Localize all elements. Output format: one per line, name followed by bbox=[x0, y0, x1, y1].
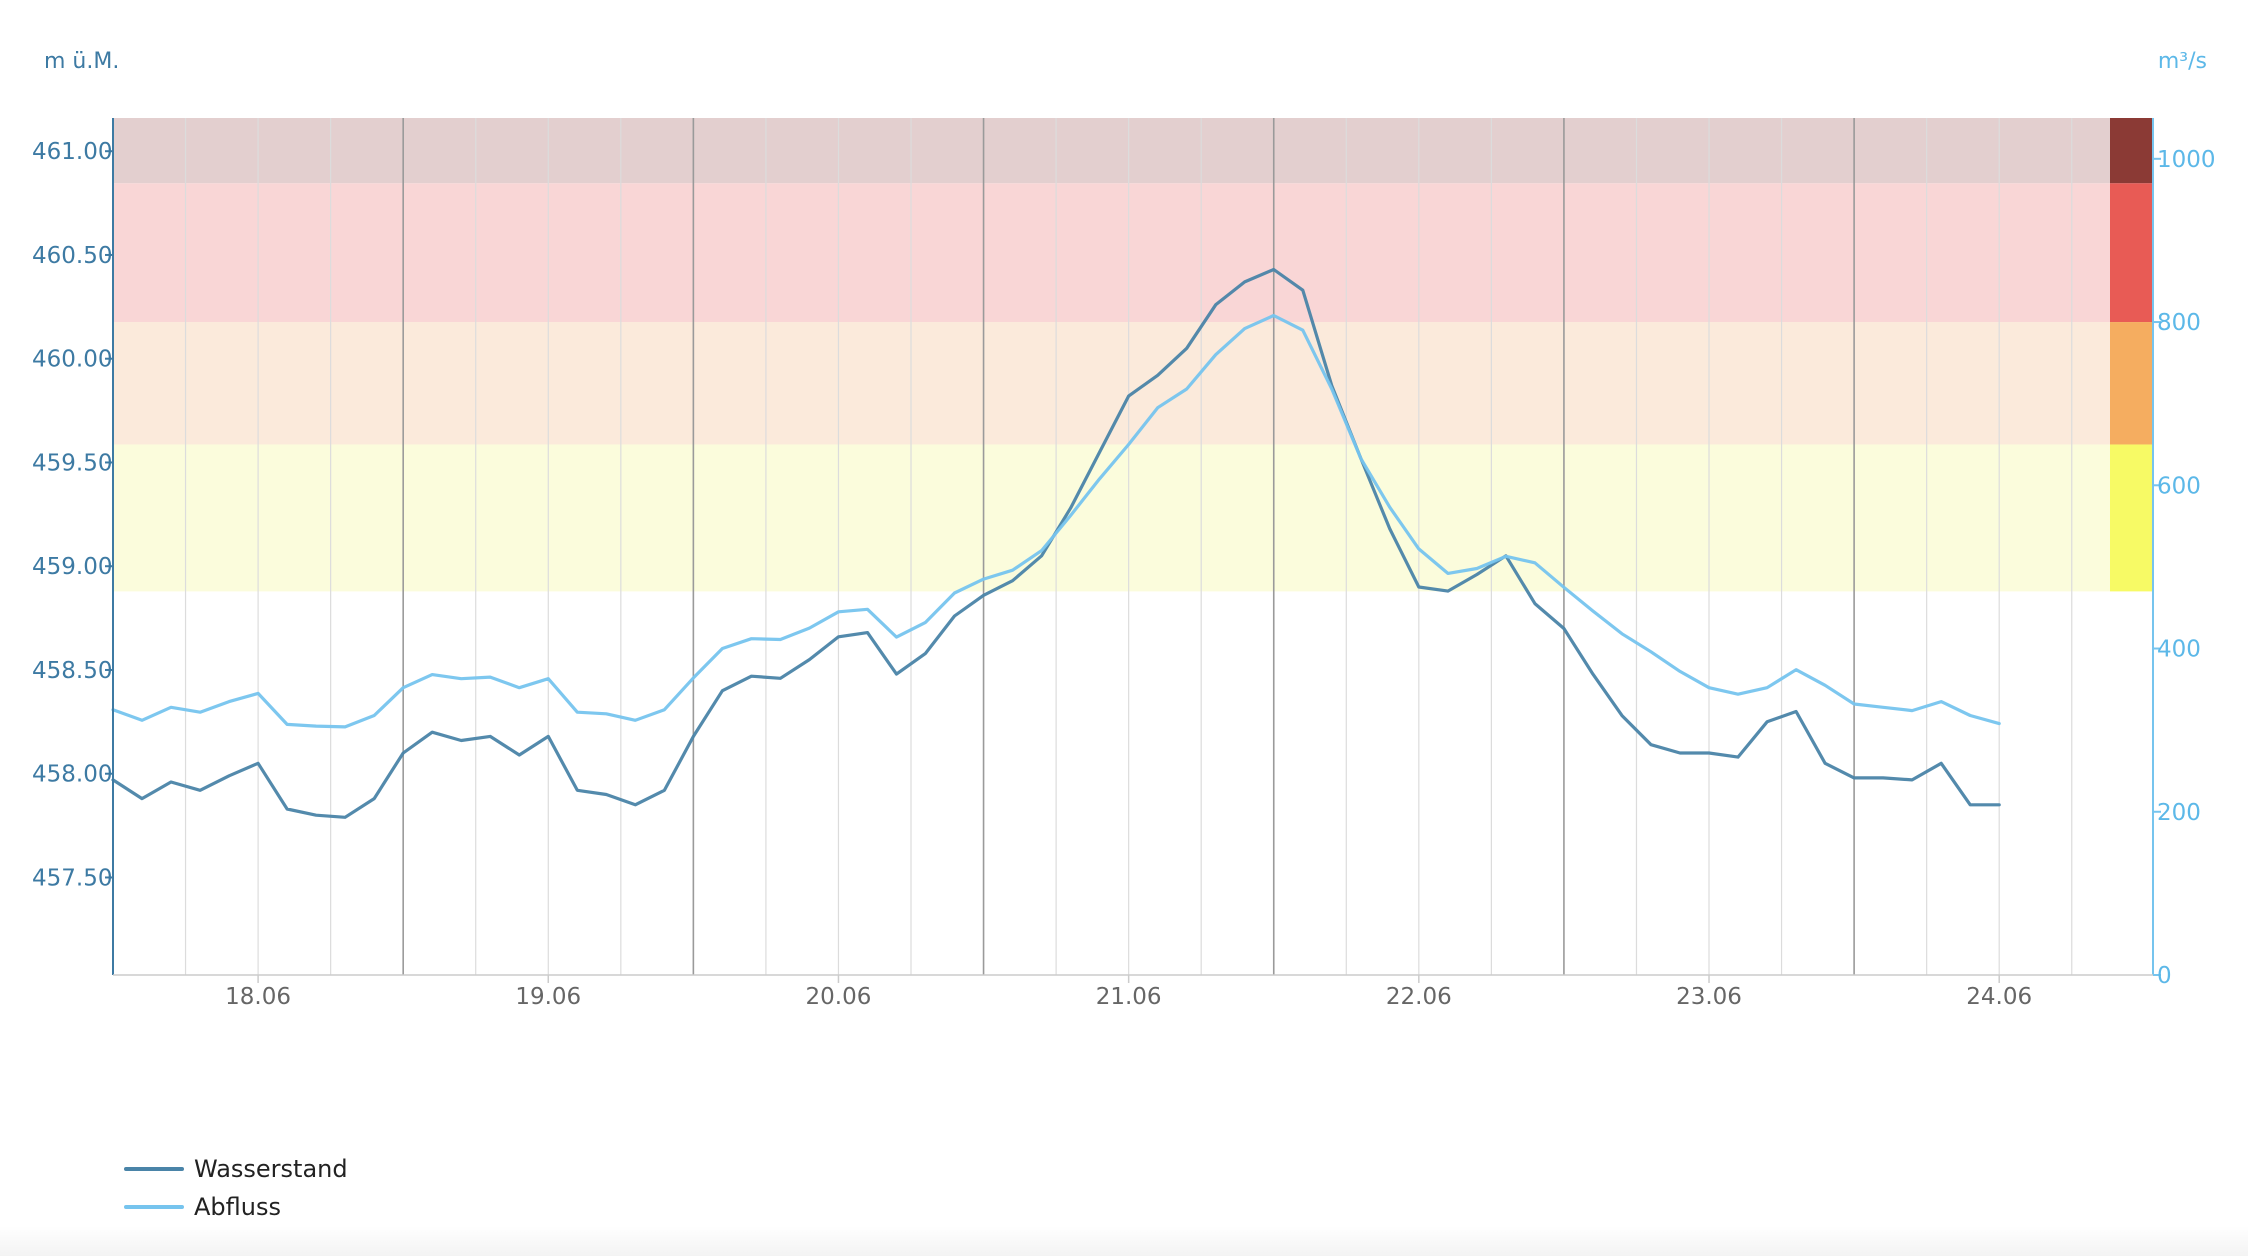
right-tick-label-2: 600 bbox=[2157, 473, 2201, 499]
danger-band-1 bbox=[113, 183, 2110, 323]
left-tick-label-6: 458.00 bbox=[32, 762, 112, 788]
left-tick-label-0: 461.00 bbox=[32, 139, 112, 165]
grid-lines bbox=[184, 118, 2073, 975]
left-tick-label-1: 460.50 bbox=[32, 243, 112, 269]
danger-marker-1 bbox=[2110, 183, 2153, 323]
footer-strip bbox=[0, 1226, 2248, 1256]
danger-band-3 bbox=[113, 444, 2110, 592]
legend-item-wasserstand[interactable]: Wasserstand bbox=[124, 1150, 348, 1188]
left-tick-label-7: 457.50 bbox=[32, 865, 112, 891]
danger-marker-0 bbox=[2110, 118, 2153, 184]
legend-swatch-abfluss bbox=[124, 1205, 184, 1209]
x-tick-label-4: 22.06 bbox=[1386, 984, 1452, 1010]
legend: Wasserstand Abfluss bbox=[124, 1150, 348, 1226]
x-tick-label-5: 23.06 bbox=[1676, 984, 1742, 1010]
right-tick-label-0: 1000 bbox=[2157, 147, 2216, 173]
legend-label-wasserstand: Wasserstand bbox=[194, 1155, 348, 1183]
legend-label-abfluss: Abfluss bbox=[194, 1193, 281, 1221]
x-tick-label-3: 21.06 bbox=[1096, 984, 1162, 1010]
x-tick-label-0: 18.06 bbox=[225, 984, 291, 1010]
legend-item-abfluss[interactable]: Abfluss bbox=[124, 1188, 348, 1226]
right-axis-unit: m³/s bbox=[2158, 49, 2207, 74]
danger-bands bbox=[113, 118, 2153, 592]
x-tick-label-1: 19.06 bbox=[515, 984, 581, 1010]
danger-marker-2 bbox=[2110, 322, 2153, 445]
danger-marker-3 bbox=[2110, 444, 2153, 592]
right-tick-label-4: 200 bbox=[2157, 800, 2201, 826]
right-tick-label-5: 0 bbox=[2157, 963, 2172, 989]
series-line-abfluss bbox=[111, 313, 2001, 729]
axes bbox=[105, 118, 2161, 983]
danger-band-0 bbox=[113, 118, 2110, 184]
right-tick-label-1: 800 bbox=[2157, 310, 2201, 336]
left-axis-unit: m ü.M. bbox=[44, 49, 119, 74]
danger-band-2 bbox=[113, 322, 2110, 445]
left-tick-label-5: 458.50 bbox=[32, 658, 112, 684]
x-tick-label-6: 24.06 bbox=[1966, 984, 2032, 1010]
left-tick-label-4: 459.00 bbox=[32, 554, 112, 580]
left-tick-label-2: 460.00 bbox=[32, 347, 112, 373]
tick-labels: 461.00 460.50 460.00 459.50 459.00 458.50 458.… bbox=[32, 139, 2216, 1010]
series-lines bbox=[111, 267, 2001, 819]
left-tick-label-3: 459.50 bbox=[32, 450, 112, 476]
legend-swatch-wasserstand bbox=[124, 1167, 184, 1171]
x-tick-label-2: 20.06 bbox=[806, 984, 872, 1010]
right-tick-label-3: 400 bbox=[2157, 637, 2201, 663]
